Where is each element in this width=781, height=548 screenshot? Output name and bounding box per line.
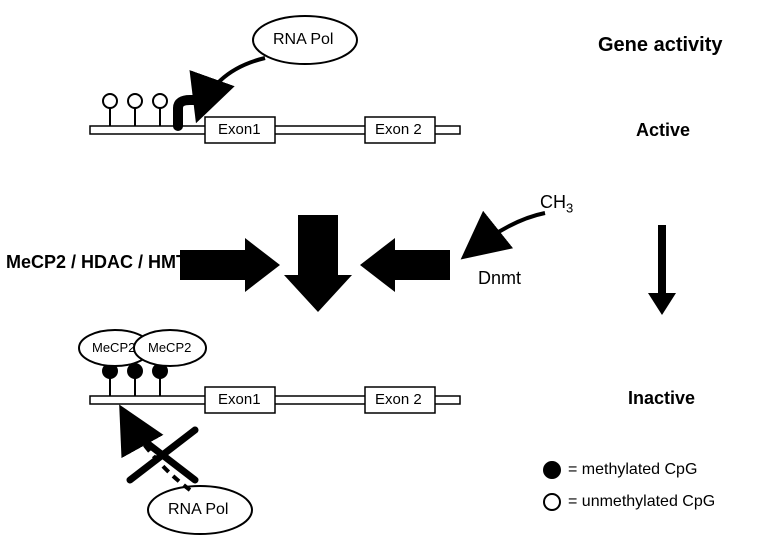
mec-complex-label: MeCP2 / HDAC / HMT: [6, 252, 187, 273]
legend-methylated-label: = methylated CpG: [568, 461, 697, 479]
ch3-sub: 3: [566, 201, 573, 216]
mecp2-label-2: MeCP2: [148, 340, 191, 355]
exon2-label-top: Exon 2: [375, 121, 422, 138]
gene-activity-header: Gene activity: [598, 34, 723, 57]
big-arrow-left: [360, 238, 450, 292]
exon1-label-top: Exon1: [218, 121, 261, 138]
inactive-label: Inactive: [628, 388, 695, 409]
big-arrow-down: [284, 215, 352, 312]
rna-pol-top-label: RNA Pol: [273, 31, 333, 49]
dnmt-arrow: [470, 213, 545, 252]
activity-arrow-down: [648, 225, 676, 315]
mecp2-label-1: MeCP2: [92, 340, 135, 355]
active-label: Active: [636, 120, 690, 141]
legend-unmethylated-label: = unmethylated CpG: [568, 493, 715, 511]
ch3-label: CH3: [540, 192, 573, 216]
exon1-label-bottom: Exon1: [218, 391, 261, 408]
exon2-label-bottom: Exon 2: [375, 391, 422, 408]
legend-methylated-icon: [544, 462, 560, 478]
block-x-icon: [130, 430, 195, 480]
ch3-text: CH: [540, 192, 566, 212]
legend-unmethylated-icon: [544, 494, 560, 510]
big-arrow-right: [180, 238, 280, 292]
rna-pol-bottom-label: RNA Pol: [168, 501, 228, 519]
cpg-unmethylated-group: [103, 94, 167, 126]
dnmt-label: Dnmt: [478, 268, 521, 289]
cpg-methylated-group: [103, 364, 167, 396]
